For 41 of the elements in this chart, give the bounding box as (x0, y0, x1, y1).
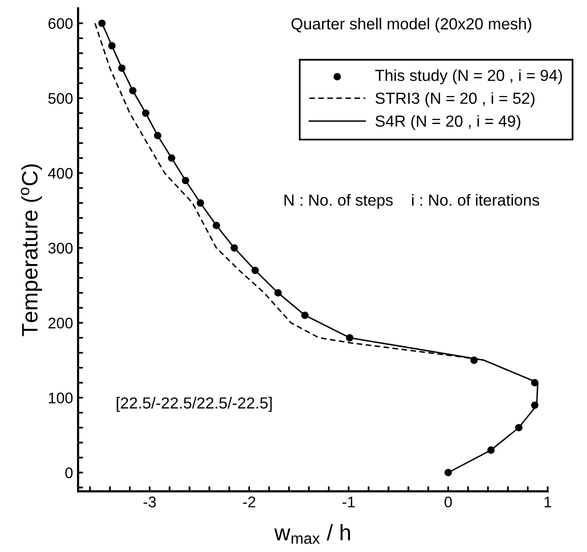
y-tick-label: 0 (65, 467, 73, 478)
point (301, 312, 309, 319)
point (154, 132, 162, 140)
point (230, 244, 238, 252)
x-tick-label: -2 (243, 496, 256, 508)
point (142, 109, 150, 117)
point (444, 468, 452, 476)
point (515, 424, 522, 432)
point (274, 289, 282, 297)
y-tick-label: 200 (48, 318, 73, 328)
point (251, 266, 259, 274)
y-tick-label: 500 (48, 93, 73, 104)
y-tick-label: 100 (48, 392, 73, 404)
legend-label: STRI3 (N = 20 , i = 52) (376, 92, 534, 108)
annotation: N : No. of steps i : No. of iterations (284, 194, 540, 209)
point (212, 222, 220, 230)
point (129, 86, 136, 94)
legend-label: S4R (N = 20 , i = 49) (376, 115, 520, 130)
point (98, 20, 106, 27)
point (531, 379, 538, 386)
point (168, 154, 176, 162)
point (182, 176, 190, 184)
annotation: Quarter shell model (20x20 mesh) (292, 18, 532, 33)
y-axis-title: Temperature ($^{o}$C) (20, 164, 42, 336)
y-tick-label: 400 (48, 168, 73, 179)
y-tick-label: 600 (48, 18, 73, 29)
x-tick-label: 1 (544, 496, 552, 508)
x-tick-label: -3 (144, 496, 156, 508)
x-axis-title: w$_{max}$ / h (274, 524, 350, 544)
legend-label: This study (N = 20 , i = 94) (375, 69, 562, 84)
annotation: [22.5/-22.5/22.5/-22.5] (116, 396, 272, 412)
point (487, 446, 495, 454)
point (346, 334, 354, 342)
x-tick-label: -1 (342, 496, 355, 508)
point (531, 401, 538, 409)
x-tick-label: 0 (444, 496, 452, 508)
point (470, 356, 478, 364)
point (108, 42, 116, 50)
point (196, 199, 204, 207)
y-tick-label: 300 (48, 242, 73, 254)
point (118, 64, 126, 72)
